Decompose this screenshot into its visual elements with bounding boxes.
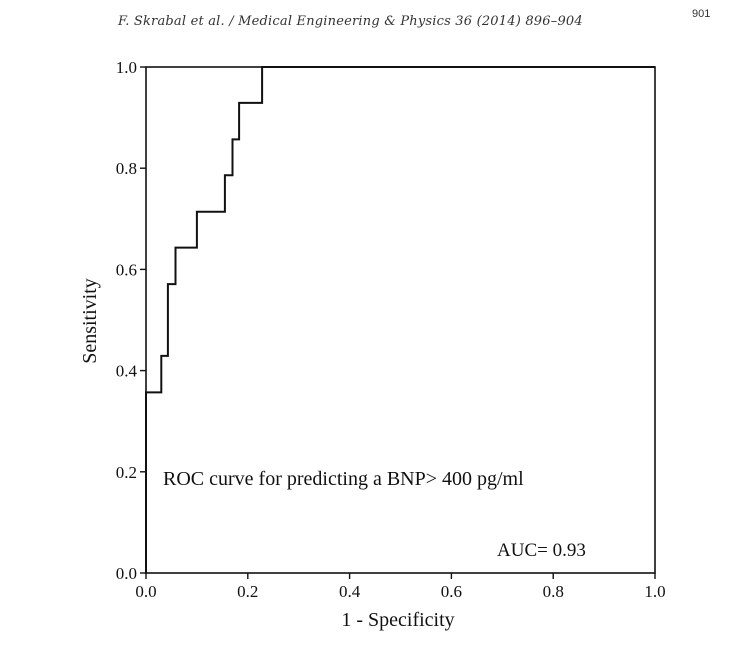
running-header: F. Skrabal et al. / Medical Engineering … [118, 14, 583, 29]
y-tick-label: 1.0 [116, 58, 137, 77]
x-tick-label: 1.0 [644, 582, 665, 601]
roc-curve-line [145, 66, 655, 573]
x-tick-label: 0.6 [441, 582, 462, 601]
y-axis-label: Sensitivity [79, 278, 101, 364]
x-tick-label: 0.4 [339, 582, 361, 601]
x-axis-ticks: 0.0 0.2 0.4 0.6 0.8 1.0 [135, 573, 666, 601]
y-tick-label: 0.6 [116, 260, 137, 279]
roc-curve-layer [145, 66, 655, 573]
page-number: 901 [692, 8, 711, 20]
plot-border [145, 66, 656, 574]
x-tick-label: 0.2 [237, 582, 258, 601]
y-axis-ticks: 0.0 0.2 0.4 0.6 0.8 1.0 [116, 58, 146, 583]
y-tick-label: 0.4 [116, 362, 138, 381]
x-tick-label: 0.8 [543, 582, 564, 601]
y-tick-label: 0.2 [116, 463, 137, 482]
plot-frame [145, 66, 656, 574]
chart-annotation-roc: ROC curve for predicting a BNP> 400 pg/m… [163, 468, 524, 490]
x-axis-label: 1 - Specificity [341, 609, 454, 631]
y-tick-label: 0.8 [116, 159, 137, 178]
x-tick-label: 0.0 [135, 582, 156, 601]
y-tick-label: 0.0 [116, 564, 137, 583]
auc-annotation: AUC= 0.93 [497, 540, 586, 561]
